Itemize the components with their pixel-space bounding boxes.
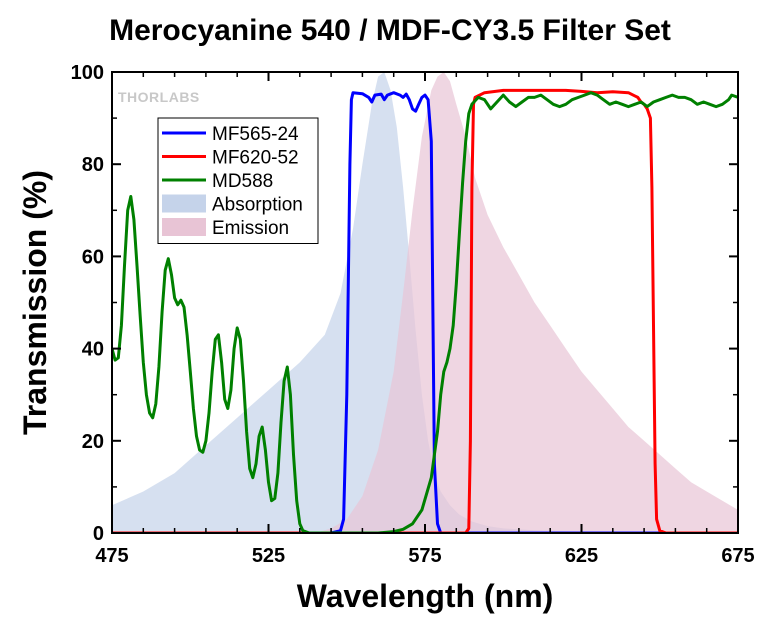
chart-title: Merocyanine 540 / MDF-CY3.5 Filter Set bbox=[109, 14, 671, 47]
x-tick-label: 675 bbox=[721, 545, 754, 567]
mf620-52-line bbox=[112, 88, 738, 533]
mf565-24-line bbox=[112, 91, 738, 533]
x-axis-title: Wavelength (nm) bbox=[297, 578, 554, 614]
y-axis-title: Transmission (%) bbox=[17, 170, 53, 435]
emission-legend-label: Emission bbox=[212, 218, 289, 239]
mf620-52-legend-label: MF620-52 bbox=[212, 148, 299, 169]
absorption-legend-label: Absorption bbox=[212, 195, 303, 216]
y-tick-label: 80 bbox=[82, 154, 104, 176]
mf565-24-legend-label: MF565-24 bbox=[212, 124, 299, 145]
y-tick-label: 20 bbox=[82, 431, 104, 453]
x-tick-label: 575 bbox=[408, 545, 441, 567]
y-tick-label: 60 bbox=[82, 246, 104, 268]
absorption-legend-swatch bbox=[162, 194, 206, 213]
x-tick-label: 475 bbox=[95, 545, 128, 567]
md588-legend-label: MD588 bbox=[212, 171, 273, 192]
watermark-label: THORLABS bbox=[118, 89, 200, 105]
y-tick-label: 40 bbox=[82, 339, 104, 361]
x-tick-label: 525 bbox=[252, 545, 285, 567]
x-tick-label: 625 bbox=[565, 545, 598, 567]
absorption-area bbox=[112, 72, 738, 533]
y-tick-label: 0 bbox=[93, 523, 104, 545]
emission-area bbox=[315, 72, 738, 533]
y-tick-label: 100 bbox=[71, 62, 104, 84]
emission-legend-swatch bbox=[162, 218, 206, 236]
md588-line bbox=[112, 91, 738, 533]
